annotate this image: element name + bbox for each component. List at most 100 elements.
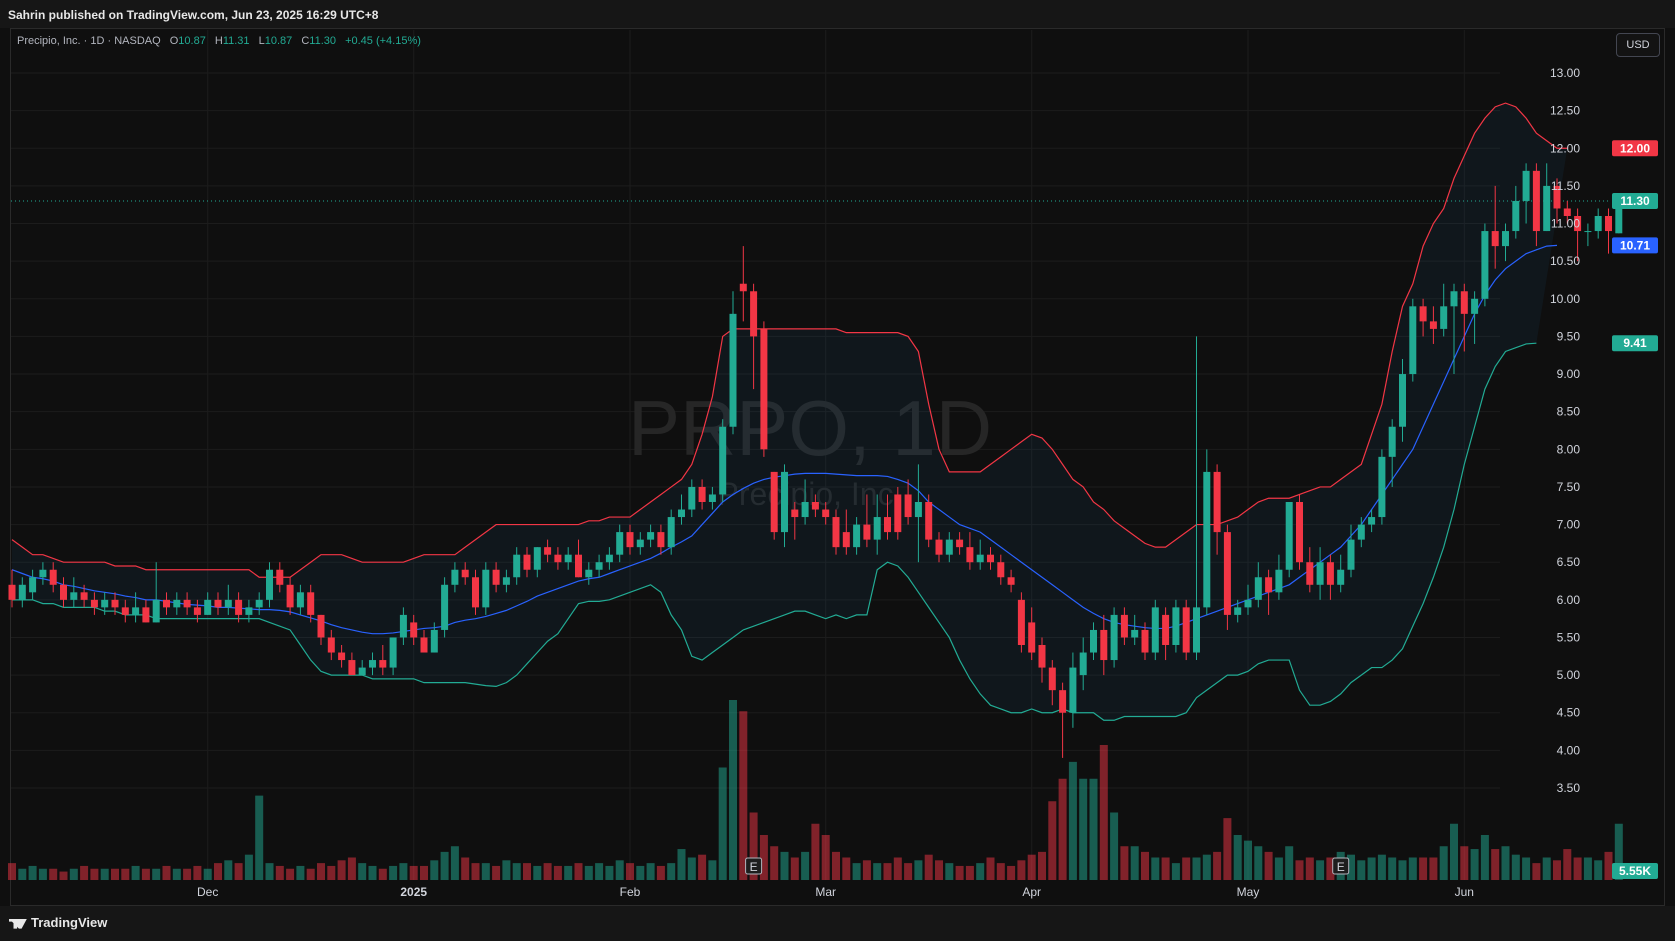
candle [1553,178,1561,224]
volume-bar [90,868,99,880]
earnings-marker[interactable]: E [1332,857,1350,875]
tradingview-logo[interactable]: TradingView [9,915,107,930]
candle [461,562,469,585]
volume-bar [1419,857,1428,880]
candle [307,584,315,623]
candle-body [513,554,521,578]
candle [1326,554,1334,600]
candle-body [1059,690,1067,713]
candle [781,464,788,548]
candle [1141,622,1149,661]
y-tick-label: 9.50 [1557,329,1581,343]
candle [513,547,521,585]
candle-body [595,562,603,570]
candle-body [286,584,294,608]
candle [472,569,479,615]
candle-body [420,637,428,653]
candle [389,637,397,676]
volume-bar [1377,854,1386,880]
candle-body [1368,517,1376,525]
candle [1502,223,1509,262]
volume-bar [924,854,933,880]
currency-button[interactable]: USD [1616,33,1660,57]
candle-body [698,486,706,502]
volume-bar [1141,851,1149,880]
candle [1399,359,1406,442]
candle-body [1254,577,1262,600]
volume-bar [729,700,737,880]
candle-body [966,547,974,563]
volume-bar [1439,846,1448,880]
candle-body [70,592,78,600]
candle-body [1131,629,1139,638]
candle-body [884,517,891,533]
candle-body [1347,539,1355,570]
volume-bar [718,767,727,880]
candle-body [1038,645,1046,668]
candle-body [719,426,727,495]
candle-body [1399,374,1406,427]
candle [1131,614,1139,645]
candle-body [101,599,109,608]
top-bar [0,0,1675,28]
candle-body [1244,599,1252,608]
candle-body [760,328,768,450]
candle [379,645,387,676]
candle-body [1563,208,1571,216]
candle [1254,562,1262,608]
earnings-marker[interactable]: E [745,857,763,875]
candle-body [1162,614,1170,645]
candle-body [554,554,562,563]
candle-body [204,599,212,615]
volume-bar [595,863,604,880]
candle-body [430,629,438,653]
volume-bar [430,860,439,880]
candle [8,569,16,608]
candle [544,539,552,563]
volume-bar [986,857,995,880]
candle-body [1182,607,1190,653]
candle [1512,185,1520,239]
candle [1388,419,1396,487]
volume-bar [69,868,78,880]
candle [1429,306,1437,344]
candle-body [1337,569,1345,585]
volume-bar [1079,778,1088,880]
candle-body [1481,231,1489,299]
candle-body [1460,291,1468,314]
candle [914,464,922,563]
volume-bar [368,865,377,880]
candle [358,660,366,676]
volume-bar [1573,857,1582,880]
volume-bar [667,863,676,880]
candle-body [1296,502,1303,563]
volume-bar [1099,745,1108,880]
volume-bar [1007,865,1016,880]
candle-body [564,554,572,563]
volume-bar [492,865,501,880]
candle [1532,163,1540,247]
candle [842,509,850,555]
candle-body [1079,652,1087,676]
price-label-text: 10.71 [1620,238,1650,252]
candle [286,577,294,615]
volume-bar [1614,823,1623,880]
candle-body [1069,667,1077,713]
volume-bar [152,868,161,880]
volume-bar [1491,849,1500,880]
earnings-marker-label: E [750,860,758,874]
candle [317,614,325,645]
volume-bar [605,865,614,880]
volume-bar [1305,857,1314,880]
y-tick-label: 13.00 [1550,66,1580,80]
volume-bar [1223,818,1232,880]
price-label-text: 5.55K [1619,864,1651,878]
candle-body [1223,532,1231,615]
volume-bar [1316,860,1325,880]
candle [245,599,253,623]
candle [1450,283,1458,375]
volume-bar [49,868,58,880]
volume-bar [584,865,593,880]
candle [70,577,78,608]
